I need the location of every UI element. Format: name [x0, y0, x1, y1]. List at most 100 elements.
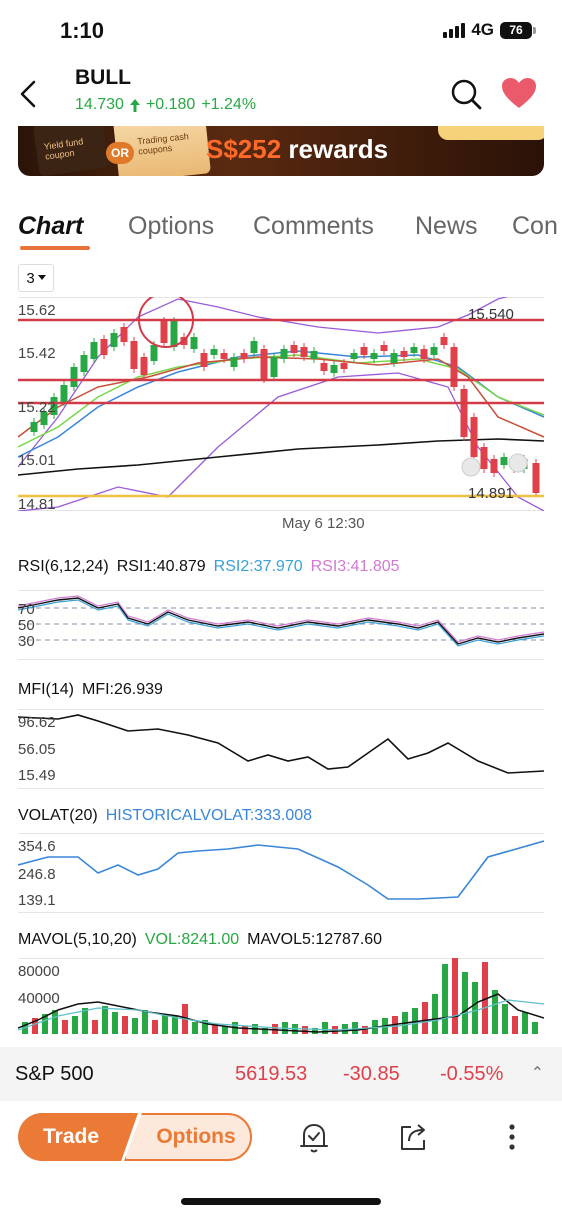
- candlestick: [200, 349, 208, 371]
- candlestick: [50, 393, 58, 419]
- candlestick-chart[interactable]: 15.62 15.42 15.22 15.01 14.81 15.540 14.…: [18, 297, 544, 511]
- banner-button-graphic: [438, 126, 544, 140]
- volume-bar: [482, 962, 488, 1034]
- rsi1-line: [18, 597, 544, 645]
- volume-bar: [52, 1010, 58, 1034]
- rsi2-line: [18, 599, 544, 647]
- back-button[interactable]: [14, 76, 46, 112]
- search-button[interactable]: [448, 76, 484, 112]
- volume-bar: [112, 1012, 118, 1034]
- candlestick: [100, 335, 108, 359]
- volume-bar: [82, 1008, 88, 1034]
- candlestick: [420, 345, 428, 363]
- candlestick: [230, 353, 238, 371]
- volume-bar: [512, 1016, 518, 1034]
- candlestick: [380, 341, 388, 355]
- tab-community[interactable]: Con: [512, 212, 558, 240]
- period-selector[interactable]: 3: [18, 264, 54, 292]
- volume-bar: [452, 958, 458, 1034]
- volume-level-label: 40000: [18, 990, 60, 1007]
- stock-header: BULL 14.730 +0.180 +1.24%: [0, 62, 562, 126]
- tab-options[interactable]: Options: [128, 212, 215, 240]
- more-vertical-icon: [509, 1124, 515, 1150]
- candlestick: [400, 347, 408, 361]
- tab-chart[interactable]: Chart: [18, 212, 84, 240]
- candlestick: [90, 338, 98, 363]
- candlestick: [390, 349, 398, 367]
- rsi-level-label: 30: [18, 633, 35, 650]
- volume-bar: [32, 1018, 38, 1034]
- rsi-chart[interactable]: 70 50 30: [18, 590, 544, 660]
- rsi-level-label: 50: [18, 617, 35, 634]
- candlestick: [340, 359, 348, 373]
- candlestick: [320, 359, 328, 375]
- candlestick: [532, 459, 540, 497]
- candlestick: [120, 323, 128, 346]
- volat-value: HISTORICALVOLAT:333.008: [105, 807, 313, 824]
- rsi-title: RSI(6,12,24): [18, 558, 109, 575]
- chart-handle-icon[interactable]: [508, 453, 528, 473]
- more-button[interactable]: [494, 1119, 530, 1155]
- mfi-value: MFI:26.939: [82, 681, 163, 698]
- candlestick: [240, 349, 248, 363]
- volume-bar: [62, 1020, 68, 1034]
- crosshair-date-label: May 6 12:30: [282, 515, 365, 532]
- or-badge: OR: [106, 142, 134, 164]
- coupon1-text: Yield fund coupon: [43, 136, 84, 162]
- mfi-level-label: 56.05: [18, 741, 56, 758]
- chart-handle-icon[interactable]: [461, 457, 481, 477]
- vol-value: VOL:8241.00: [144, 931, 240, 948]
- ticker-symbol: BULL: [75, 66, 131, 89]
- mfi-chart[interactable]: 96.62 56.05 15.49: [18, 709, 544, 789]
- volat-title: VOLAT(20): [18, 807, 98, 824]
- volume-bar: [142, 1010, 148, 1034]
- status-bar: 1:10 4G 76: [0, 0, 562, 62]
- tab-comments[interactable]: Comments: [253, 212, 374, 240]
- index-name: S&P 500: [15, 1063, 94, 1085]
- mavol-header: MAVOL(5,10,20) VOL:8241.00 MAVOL5:12787.…: [18, 931, 382, 949]
- candlestick: [110, 329, 118, 351]
- volat-level-label: 139.1: [18, 892, 56, 909]
- volat-chart[interactable]: 354.6 246.8 139.1: [18, 833, 544, 913]
- candlestick: [250, 337, 258, 357]
- mavol5-value: MAVOL5:12787.60: [247, 931, 383, 948]
- y-tick-label: 15.62: [18, 302, 56, 319]
- mavol-title: MAVOL(5,10,20): [18, 931, 137, 948]
- candlestick: [410, 343, 418, 357]
- index-ticker-bar[interactable]: S&P 500 5619.53 -30.85 -0.55% ⌃: [0, 1047, 562, 1101]
- volume-bar: [132, 1018, 138, 1034]
- tab-news[interactable]: News: [415, 212, 478, 240]
- mfi-title: MFI(14): [18, 681, 74, 698]
- arrow-up-icon: [129, 98, 140, 112]
- volume-bar: [322, 1022, 328, 1034]
- volume-chart[interactable]: 80000 40000: [18, 958, 544, 1034]
- chevron-up-icon[interactable]: ⌃: [530, 1065, 544, 1082]
- volat-level-label: 246.8: [18, 866, 56, 883]
- search-icon: [451, 79, 482, 110]
- reward-text: S$252 rewards: [206, 134, 388, 165]
- coupon2-text: Trading cash coupons: [136, 131, 190, 157]
- candlestick: [290, 341, 298, 357]
- volume-bar: [472, 982, 478, 1034]
- active-tab-indicator: [20, 246, 90, 250]
- price-alert-button[interactable]: [296, 1119, 332, 1155]
- caret-down-icon: [37, 275, 46, 280]
- share-button[interactable]: [395, 1119, 431, 1155]
- candlestick: [470, 413, 478, 461]
- trade-button[interactable]: Trade: [18, 1113, 138, 1161]
- reward-amount: S$252: [206, 134, 282, 164]
- volume-bar: [432, 994, 438, 1034]
- rsi1-value: RSI1:40.879: [116, 558, 206, 575]
- chevron-left-icon: [20, 80, 36, 108]
- y-tick-label: 14.81: [18, 496, 56, 511]
- status-icons: 4G 76: [443, 20, 536, 40]
- options-button[interactable]: Options: [124, 1113, 252, 1161]
- candlestick: [300, 343, 308, 361]
- volume-bar: [152, 1020, 158, 1034]
- volume-bar: [162, 1014, 168, 1034]
- promo-banner[interactable]: Yield fund coupon Trading cash coupons O…: [18, 126, 544, 176]
- favorite-button[interactable]: [500, 76, 538, 112]
- volume-bar: [212, 1024, 218, 1034]
- volume-bar: [302, 1026, 308, 1034]
- last-price: 14.730: [75, 96, 124, 113]
